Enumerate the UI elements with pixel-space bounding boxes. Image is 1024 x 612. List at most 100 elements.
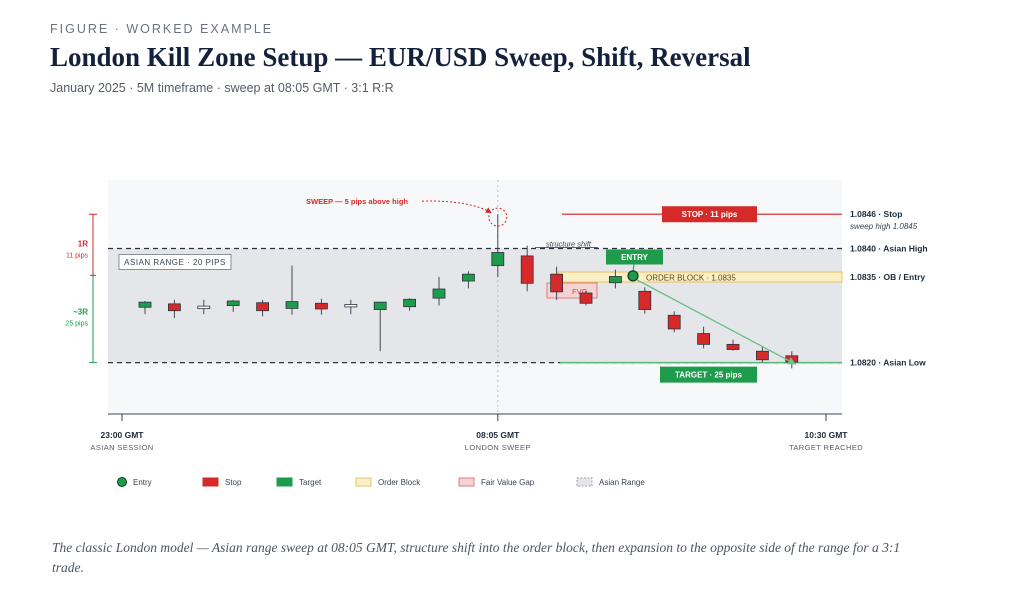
candle <box>344 299 358 315</box>
candle-body <box>256 302 270 312</box>
asian-range-label: ASIAN RANGE · 20 PIPS <box>124 258 226 267</box>
legend-label: Fair Value Gap <box>481 478 535 487</box>
candle <box>667 311 681 333</box>
page-subtitle: January 2025 · 5M timeframe · sweep at 0… <box>50 81 394 95</box>
candle-body <box>197 305 211 310</box>
candle-body <box>138 301 152 308</box>
structure-shift-label: structure shift <box>546 239 592 248</box>
legend-entry-swatch <box>117 477 127 487</box>
candle <box>697 326 710 349</box>
reward-scale-label: ~3R <box>73 307 88 316</box>
page-title: London Kill Zone Setup — EUR/USD Sweep, … <box>50 42 751 72</box>
legend-swatch <box>355 477 372 487</box>
candle-body <box>314 302 328 310</box>
candle-body <box>667 314 681 330</box>
candle <box>756 346 769 363</box>
candle <box>579 290 593 306</box>
legend-swatch <box>458 477 475 487</box>
candle-body <box>785 355 799 363</box>
trade-path-arrow <box>636 279 797 365</box>
legend-label: Asian Range <box>599 478 645 487</box>
candle-body <box>609 276 622 284</box>
figure-kicker: FIGURE · WORKED EXAMPLE <box>50 22 274 36</box>
risk-scale-label: 1R <box>78 239 88 248</box>
sweep-arrow <box>421 200 493 214</box>
target-label-box <box>660 366 757 383</box>
target-label: TARGET · 25 pips <box>675 371 743 380</box>
legend-label: Target <box>299 478 322 487</box>
stop-label-box <box>662 206 757 223</box>
candle-body <box>756 350 769 361</box>
order-block-label: ORDER BLOCK · 1.0835 <box>646 274 736 283</box>
fvg-label: FVG <box>572 287 588 296</box>
level-label: 1.0846 · Stop <box>850 209 902 219</box>
legend-item-range: Asian Range <box>576 477 645 487</box>
candle <box>226 299 240 312</box>
x-tick-time: 23:00 GMT <box>101 430 145 440</box>
candle-body <box>726 343 740 350</box>
entry-label-box <box>606 249 663 265</box>
candle-body <box>579 292 593 304</box>
sweep-highlight-circle <box>488 207 508 227</box>
candle <box>314 298 328 315</box>
candle <box>550 266 563 300</box>
legend-item-dot: Entry <box>117 477 152 487</box>
candle <box>167 299 181 319</box>
legend-swatch <box>276 477 293 487</box>
legend-swatch <box>576 477 593 487</box>
candle-body <box>491 252 505 267</box>
legend-item-stop: Stop <box>202 477 242 487</box>
entry-connector <box>632 264 635 271</box>
x-tick-label: LONDON SWEEP <box>465 443 531 452</box>
legend-label: Order Block <box>378 478 421 487</box>
figure-caption: The classic London model — Asian range s… <box>52 540 901 575</box>
candle <box>256 299 270 317</box>
risk-scale-sublabel: 11 pips <box>66 252 89 259</box>
candle <box>373 301 387 352</box>
x-tick-label: TARGET REACHED <box>789 443 863 452</box>
x-tick-time: 10:30 GMT <box>805 430 849 440</box>
legend-item-target: Target <box>276 477 322 487</box>
candle-body <box>520 255 534 284</box>
candle <box>285 265 299 315</box>
candle-body <box>638 290 652 310</box>
candle-body <box>432 288 446 299</box>
stop-label: STOP · 11 pips <box>682 210 738 219</box>
level-label: 1.0835 · OB / Entry <box>850 272 925 282</box>
x-tick-time: 08:05 GMT <box>476 430 520 440</box>
candle <box>638 287 652 314</box>
candle <box>403 298 417 311</box>
legend-item-fvg: Fair Value Gap <box>458 477 535 487</box>
reward-scale-sublabel: 25 pips <box>65 320 88 327</box>
candle <box>432 277 446 306</box>
candle-body <box>461 273 475 282</box>
candle-body <box>285 301 299 309</box>
candle <box>197 299 211 315</box>
candle-body <box>550 273 563 293</box>
candle-body <box>226 300 240 306</box>
candle-body <box>403 298 417 308</box>
candle-body <box>697 333 710 345</box>
x-tick-label: ASIAN SESSION <box>90 443 153 452</box>
legend-label: Entry <box>133 478 152 487</box>
asian-range-label-box <box>118 253 232 270</box>
level-sublabel: sweep high 1.0845 <box>850 222 918 231</box>
legend-item-ob: Order Block <box>355 477 421 487</box>
sweep-label: SWEEP — 5 pips above high <box>306 197 408 206</box>
candle <box>609 269 622 289</box>
candle <box>726 339 740 351</box>
candle-body <box>167 303 181 312</box>
candle <box>461 271 475 289</box>
legend-swatch <box>202 477 219 487</box>
candle <box>520 245 534 292</box>
level-label: 1.0820 · Asian Low <box>850 358 926 368</box>
candle-body <box>373 301 387 310</box>
entry-label: ENTRY <box>621 253 648 262</box>
entry-dot <box>627 270 639 282</box>
level-label: 1.0840 · Asian High <box>850 243 928 253</box>
candle <box>491 214 505 278</box>
legend-label: Stop <box>225 478 242 487</box>
candle-body <box>344 304 358 308</box>
candle <box>138 300 152 315</box>
